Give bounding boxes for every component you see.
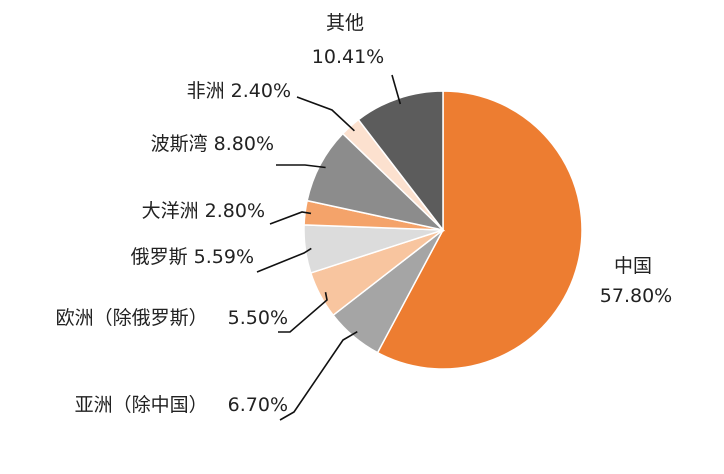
- leader-europe: [278, 292, 328, 333]
- leader-other: [391, 74, 402, 105]
- label-russia: 俄罗斯 5.59%: [131, 246, 254, 268]
- label-oceania-value: 2.80%: [205, 200, 265, 222]
- label-europe-value: 5.50%: [228, 307, 288, 329]
- label-africa-name: 非洲: [187, 80, 225, 102]
- label-asia-value: 6.70%: [228, 394, 288, 416]
- pie-slice-china: [376, 90, 583, 370]
- label-russia-value: 5.59%: [194, 246, 254, 268]
- label-russia-name: 俄罗斯: [131, 246, 188, 268]
- leader-africa: [296, 96, 355, 132]
- label-europe: 欧洲（除俄罗斯） 5.50%: [56, 307, 288, 329]
- label-other: 其他 10.41%: [312, 12, 384, 68]
- label-africa-value: 2.40%: [231, 80, 291, 102]
- pie-slices: [303, 90, 583, 370]
- label-africa: 非洲 2.40%: [187, 80, 291, 102]
- label-persian-gulf-value: 8.80%: [214, 133, 274, 155]
- label-china-value: 57.80%: [600, 285, 672, 307]
- leader-persian-gulf: [276, 164, 326, 169]
- label-asia: 亚洲（除中国） 6.70%: [75, 394, 288, 416]
- label-persian-gulf-name: 波斯湾: [151, 133, 208, 155]
- leader-oceania: [269, 211, 312, 225]
- label-asia-name: 亚洲（除中国）: [75, 394, 208, 416]
- label-oceania: 大洋洲 2.80%: [142, 200, 265, 222]
- label-europe-name: 欧洲（除俄罗斯）: [56, 307, 208, 329]
- label-other-value: 10.41%: [312, 46, 384, 68]
- leader-lines: [256, 74, 402, 421]
- label-other-name: 其他: [326, 12, 364, 34]
- leader-russia: [256, 247, 312, 273]
- label-china: 中国 57.80%: [600, 255, 672, 307]
- label-china-name: 中国: [614, 255, 652, 277]
- label-persian-gulf: 波斯湾 8.80%: [151, 133, 274, 155]
- leader-asia: [279, 331, 358, 421]
- label-oceania-name: 大洋洲: [142, 200, 199, 222]
